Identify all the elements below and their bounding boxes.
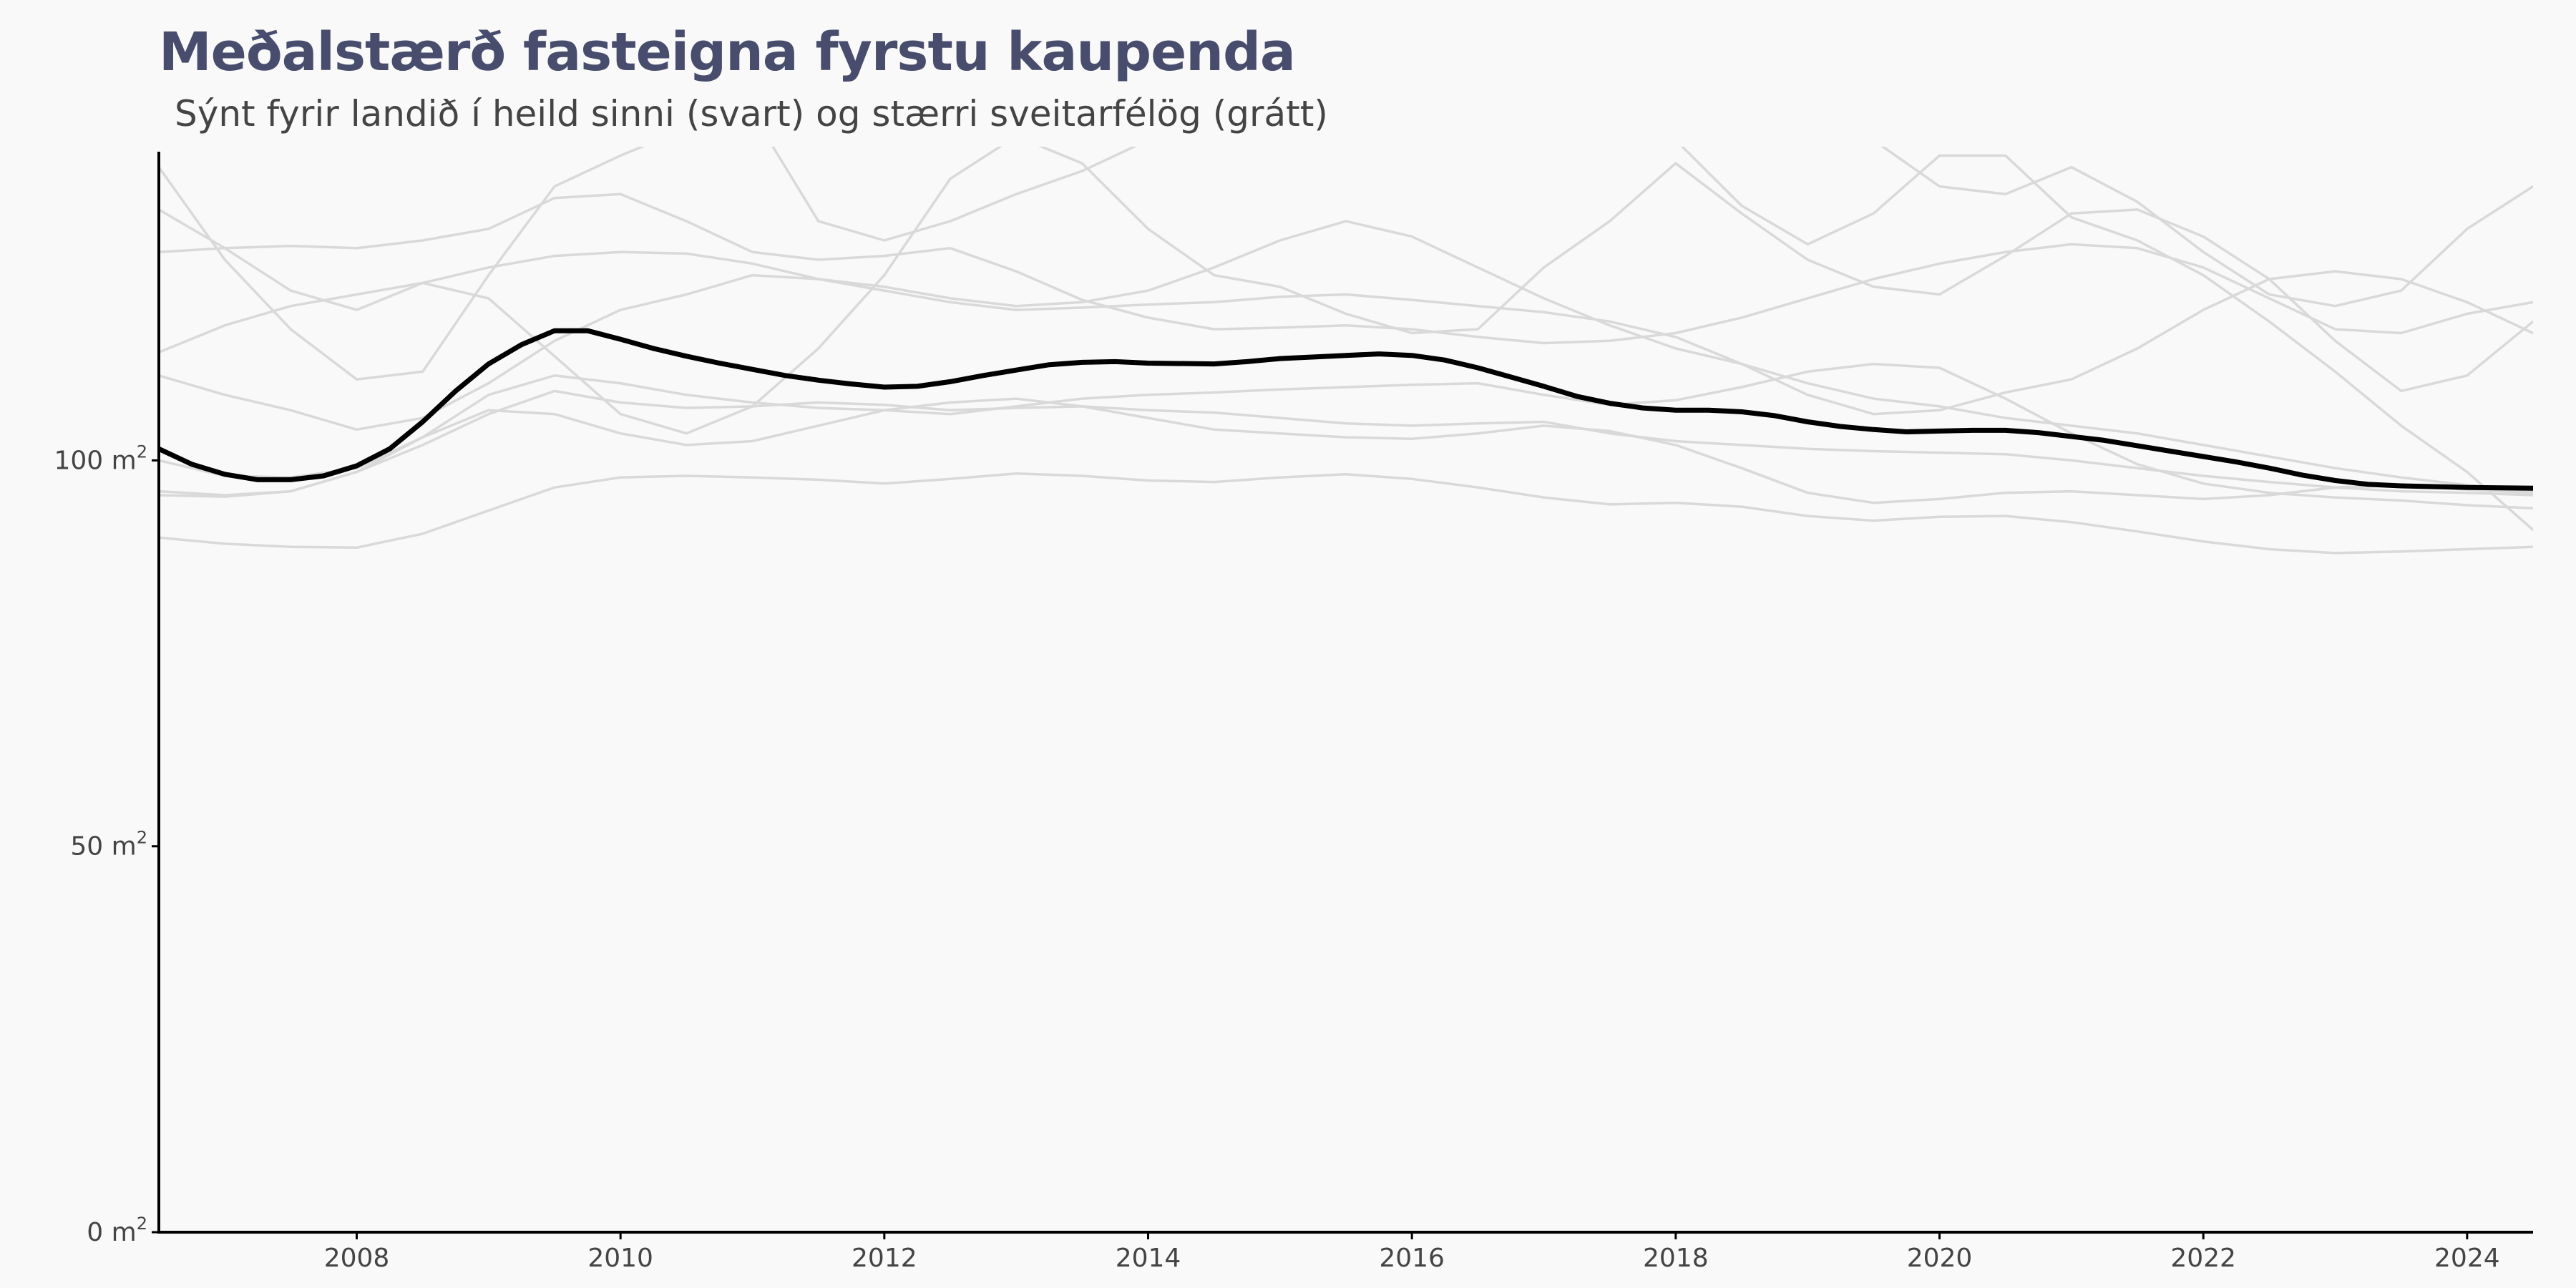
- x-tick-label: 2010: [587, 1244, 653, 1273]
- series-line-municipality-7: [159, 220, 2533, 493]
- series-line-municipality-11: [1478, 140, 1543, 144]
- series-line-national: [159, 328, 2533, 491]
- y-tick-label-superscript: 2: [137, 1214, 147, 1234]
- series-line-municipality-8: [159, 147, 2533, 435]
- highlight-series-group: [159, 328, 2533, 491]
- x-tick-label: 2014: [1116, 1244, 1181, 1273]
- series-line-municipality-3: [159, 362, 2533, 510]
- x-tick-label: 2022: [2170, 1244, 2236, 1273]
- x-tick-label: 2008: [324, 1244, 390, 1273]
- x-tick-label: 2016: [1379, 1244, 1445, 1273]
- series-line-municipality-10: [771, 147, 1137, 242]
- x-tick-label: 2018: [1643, 1244, 1709, 1273]
- series-line-municipality-12: [1680, 147, 2533, 532]
- series-line-municipality-5: [159, 192, 2533, 345]
- x-axis-ticks: 2008 2010 2012 2014 2016 2018 2020 2022 2024: [324, 1232, 2500, 1273]
- series-line-municipality-1: [159, 472, 2533, 555]
- series-line-municipality-2: [159, 389, 2533, 498]
- context-series-group: [159, 140, 2533, 555]
- x-tick-label: 2024: [2434, 1244, 2500, 1273]
- y-tick-label-text: 0 m: [87, 1218, 136, 1247]
- series-line-municipality-13: [1880, 147, 2533, 308]
- x-tick-label: 2012: [852, 1244, 917, 1273]
- y-tick-label-text: 50 m: [70, 832, 136, 862]
- y-tick-label: 50 m2: [70, 828, 147, 862]
- x-tick-label: 2020: [1907, 1244, 1973, 1273]
- series-line-municipality-4: [159, 397, 2533, 504]
- y-tick-label-text: 100 m: [54, 446, 136, 475]
- series-line-municipality-6: [159, 250, 2533, 416]
- chart-subtitle: Sýnt fyrir landið í heild sinni (svart) …: [175, 93, 1328, 135]
- y-tick-label: 100 m2: [54, 441, 147, 475]
- y-tick-label-superscript: 2: [137, 441, 147, 462]
- y-tick-label: 0 m2: [87, 1214, 147, 1247]
- y-tick-label-superscript: 2: [137, 828, 147, 848]
- series-line-municipality-9: [159, 147, 646, 381]
- chart-title: Meðalstærð fasteigna fyrstu kaupenda: [159, 21, 1296, 83]
